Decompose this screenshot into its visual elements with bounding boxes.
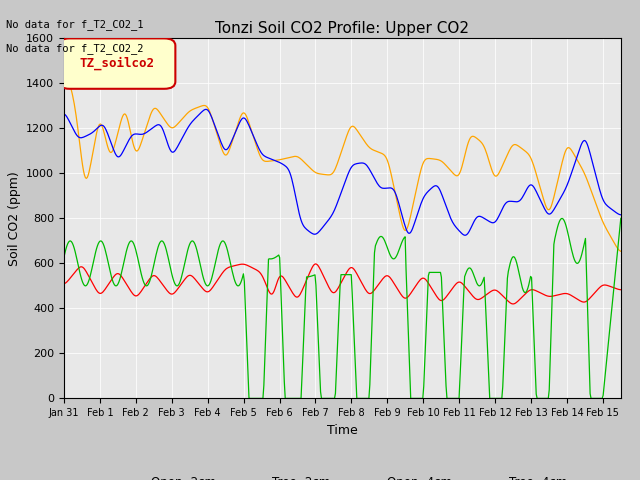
Text: No data for f_T2_CO2_1: No data for f_T2_CO2_1 (6, 19, 144, 30)
Title: Tonzi Soil CO2 Profile: Upper CO2: Tonzi Soil CO2 Profile: Upper CO2 (216, 21, 469, 36)
Legend: Open -2cm, Tree -2cm, Open -4cm, Tree -4cm: Open -2cm, Tree -2cm, Open -4cm, Tree -4… (113, 471, 572, 480)
FancyBboxPatch shape (58, 38, 175, 89)
Text: TZ_soilco2: TZ_soilco2 (79, 57, 154, 70)
X-axis label: Time: Time (327, 424, 358, 437)
Text: No data for f_T2_CO2_2: No data for f_T2_CO2_2 (6, 43, 144, 54)
Y-axis label: Soil CO2 (ppm): Soil CO2 (ppm) (8, 171, 20, 266)
